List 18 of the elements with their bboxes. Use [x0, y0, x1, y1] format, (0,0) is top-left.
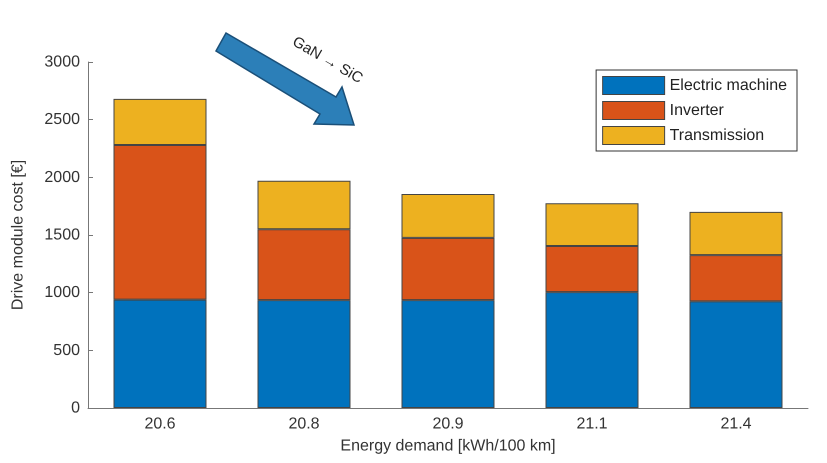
y-axis-title: Drive module cost [€]	[10, 160, 26, 310]
y-tick-label: 1000	[44, 284, 80, 302]
x-tick-label: 21.1	[576, 416, 608, 432]
y-tick-label: 500	[53, 342, 80, 359]
y-tick-label: 0	[71, 400, 80, 416]
x-tick-label: 21.4	[720, 416, 752, 432]
legend-label: Electric machine	[670, 77, 788, 94]
x-tick-label: 20.6	[144, 416, 176, 432]
y-tick-label: 3000	[44, 54, 80, 70]
x-axis-title: Energy demand [kWh/100 km]	[340, 438, 556, 454]
legend-label: Inverter	[670, 102, 725, 119]
x-tick-label: 20.8	[288, 416, 320, 432]
y-tick-label: 1500	[44, 226, 80, 244]
legend-label: Transmission	[670, 127, 764, 144]
y-tick-label: 2000	[44, 168, 80, 186]
annotation: GaN → SiC	[290, 33, 366, 88]
y-tick-label: 2500	[44, 111, 80, 128]
x-tick-label: 20.9	[432, 416, 464, 432]
